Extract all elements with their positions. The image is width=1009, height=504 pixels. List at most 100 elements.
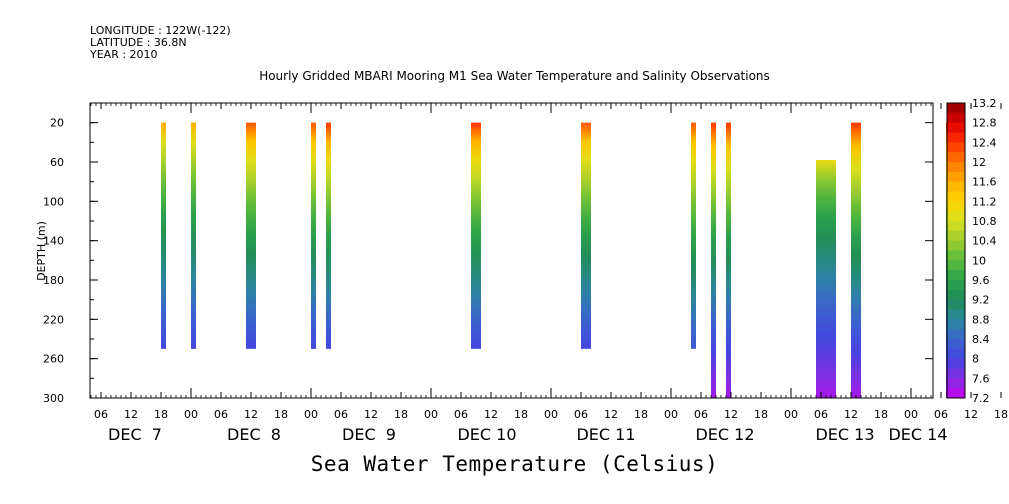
colorbar-swatch xyxy=(947,270,965,281)
colorbar-swatch xyxy=(947,132,965,143)
colorbar-label: 11.2 xyxy=(972,195,997,208)
x-hour-label: 00 xyxy=(664,408,678,421)
profile-bar xyxy=(581,122,591,349)
x-day-label: DEC 12 xyxy=(695,425,754,444)
x-hour-label: 00 xyxy=(544,408,558,421)
x-hour-label: 18 xyxy=(994,408,1008,421)
colorbar-label: 12 xyxy=(972,156,986,169)
y-tick-label: 60 xyxy=(50,156,64,169)
profile-bar xyxy=(191,122,196,349)
x-day-label: DEC 11 xyxy=(576,425,635,444)
x-hour-label: 12 xyxy=(484,408,498,421)
x-hour-label: 12 xyxy=(244,408,258,421)
x-day-label: DEC 14 xyxy=(888,425,947,444)
colorbar-swatch xyxy=(947,201,965,212)
colorbar-swatch xyxy=(947,171,965,183)
y-tick-label: 140 xyxy=(43,235,64,248)
x-hour-label: 12 xyxy=(604,408,618,421)
colorbar-label: 10.4 xyxy=(972,235,997,248)
colorbar-label: 9.6 xyxy=(972,274,990,287)
y-tick-label: 20 xyxy=(50,117,64,130)
x-hour-label: 00 xyxy=(304,408,318,421)
colorbar-label: 7.6 xyxy=(972,372,990,385)
x-hour-label: 18 xyxy=(154,408,168,421)
colorbar-swatch xyxy=(947,358,965,369)
colorbar-swatch xyxy=(947,280,965,291)
colorbar-swatch xyxy=(947,122,965,133)
latitude-label: LATITUDE : 36.8N xyxy=(90,36,187,49)
profile-bar xyxy=(161,122,166,349)
colorbar-label: 11.6 xyxy=(972,176,997,189)
colorbar-label: 9.2 xyxy=(972,294,990,307)
x-hour-label: 06 xyxy=(94,408,108,421)
colorbar-label: 8.4 xyxy=(972,333,990,346)
profile-bar xyxy=(816,160,836,398)
x-hour-label: 06 xyxy=(334,408,348,421)
x-day-label: DEC 13 xyxy=(815,425,874,444)
colorbar-label: 7.2 xyxy=(972,392,990,405)
colorbar-swatch xyxy=(947,240,965,251)
colorbar: 13.2 12.8 12.4 12 11.6 11.2 10.8 10.4 10 9.6 9.2 8.… xyxy=(946,97,997,405)
profile-bar xyxy=(711,122,716,399)
year-label: YEAR : 2010 xyxy=(90,48,158,61)
colorbar-label: 10 xyxy=(972,254,986,267)
x-hour-label: 06 xyxy=(694,408,708,421)
colorbar-swatch xyxy=(947,299,965,310)
y-axis-title: DEPTH (m) xyxy=(35,221,48,281)
profile-bar xyxy=(471,122,481,349)
plot-frame xyxy=(89,102,934,399)
x-hour-label: 12 xyxy=(964,408,978,421)
x-hour-label: 12 xyxy=(724,408,738,421)
colorbar-swatch xyxy=(947,211,965,222)
colorbar-swatch xyxy=(947,348,965,360)
colorbar-swatch xyxy=(947,230,965,242)
x-hour-label: 00 xyxy=(424,408,438,421)
y-tick-label: 100 xyxy=(43,195,64,208)
colorbar-swatch xyxy=(947,378,965,389)
profile-bar xyxy=(726,122,731,399)
x-hour-label: 06 xyxy=(814,408,828,421)
colorbar-swatch xyxy=(947,319,965,330)
x-day-label: DEC 7 xyxy=(108,425,162,444)
x-hour-label: 06 xyxy=(454,408,468,421)
x-hour-label: 12 xyxy=(844,408,858,421)
chart-title: Hourly Gridded MBARI Mooring M1 Sea Wate… xyxy=(259,69,770,83)
profile-bars xyxy=(161,122,956,399)
colorbar-swatch xyxy=(947,162,965,173)
colorbar-swatch xyxy=(947,309,965,320)
colorbar-swatch xyxy=(947,250,965,261)
x-day-label: DEC 10 xyxy=(457,425,516,444)
colorbar-swatch xyxy=(947,221,965,232)
profile-bar xyxy=(246,122,256,349)
colorbar-swatch xyxy=(947,329,965,340)
colorbar-label: 10.8 xyxy=(972,215,997,228)
profile-bar xyxy=(326,122,331,349)
x-day-label: DEC 9 xyxy=(342,425,396,444)
x-hour-label: 00 xyxy=(904,408,918,421)
x-hour-label: 06 xyxy=(574,408,588,421)
colorbar-swatch xyxy=(947,112,965,124)
colorbar-label: 12.8 xyxy=(972,117,997,130)
x-day-label: DEC 8 xyxy=(227,425,281,444)
profile-bar xyxy=(851,122,861,399)
profile-bar xyxy=(311,122,316,349)
colorbar-swatch xyxy=(947,181,965,192)
x-hour-label: 06 xyxy=(214,408,228,421)
x-hour-label: 12 xyxy=(124,408,138,421)
colorbar-swatch xyxy=(947,289,965,301)
colorbar-swatch xyxy=(947,142,965,153)
x-hour-label: 12 xyxy=(364,408,378,421)
x-hour-label: 18 xyxy=(874,408,888,421)
x-hour-label: 00 xyxy=(184,408,198,421)
colorbar-swatch xyxy=(947,368,965,379)
colorbar-label: 13.2 xyxy=(972,97,997,110)
colorbar-label: 8 xyxy=(972,353,979,366)
colorbar-swatch xyxy=(947,388,965,399)
x-hour-label: 18 xyxy=(754,408,768,421)
x-hour-label: 18 xyxy=(634,408,648,421)
axes: 20 60 100 140 180 220 260 300 06 12 18 00 06 12 18 00 06… xyxy=(43,102,1008,444)
y-tick-label: 260 xyxy=(43,353,64,366)
x-hour-label: 18 xyxy=(274,408,288,421)
colorbar-swatch xyxy=(947,339,965,350)
x-hour-label: 06 xyxy=(934,408,948,421)
